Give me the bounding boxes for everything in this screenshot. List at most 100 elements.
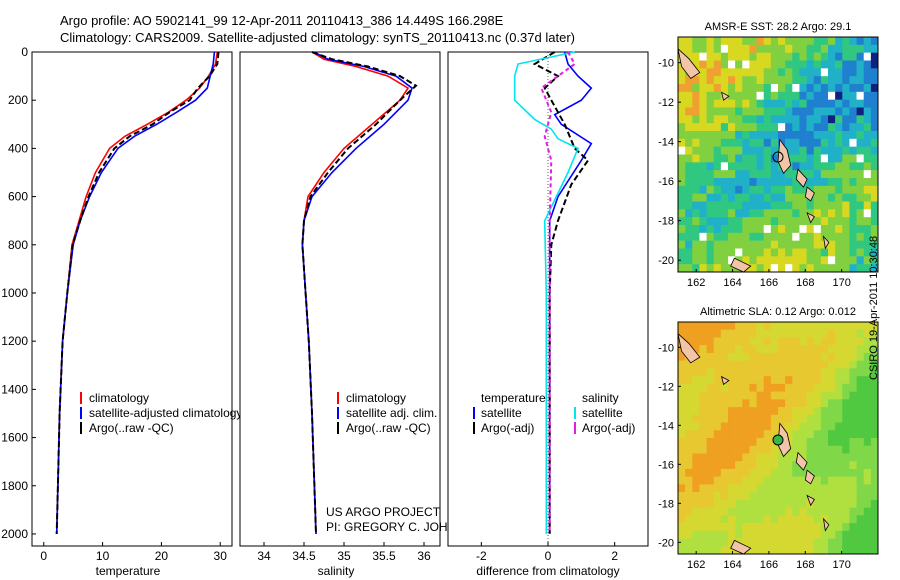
sst-map-cell: [770, 44, 779, 53]
sla-map-cell: [828, 445, 836, 454]
sst-map-cell: [870, 131, 879, 140]
sst-map-cell: [699, 84, 707, 93]
sla-map-cell: [692, 438, 700, 447]
sla-map-cell: [870, 523, 879, 532]
sla-map-cell: [756, 430, 765, 439]
sst-map-cell: [778, 99, 786, 108]
sla-map-cell: [813, 438, 822, 447]
sla-map-cell: [699, 360, 707, 369]
sst-map-cell: [799, 52, 807, 61]
sla-map-cell: [792, 407, 800, 416]
sla-map-cell: [792, 352, 800, 361]
sst-map-cell: [870, 240, 879, 249]
sla-map-cell: [742, 376, 750, 385]
sla-map-cell: [713, 499, 722, 508]
sst-map-cell: [813, 91, 822, 100]
sst-map-cell: [692, 44, 700, 53]
sla-map-cell: [792, 476, 800, 485]
temperature-xtick-label: 20: [155, 549, 169, 563]
sla-map-cell: [820, 530, 829, 539]
sla-map-cell: [685, 430, 693, 439]
sla-map-cell: [728, 523, 736, 532]
sst-map-cell: [828, 193, 836, 202]
sla-map-cell: [756, 538, 765, 547]
sla-map-cell: [692, 422, 700, 431]
sla-map-cell: [770, 399, 779, 408]
sst-map-cell: [706, 162, 715, 171]
sla-map-cell: [849, 484, 857, 493]
sst-map-cell: [806, 138, 815, 147]
sla-map-cell: [799, 391, 807, 400]
sla-map-cell: [785, 399, 793, 408]
sla-map-cell: [720, 360, 729, 369]
sla-map-cell: [678, 329, 686, 338]
sst-map-cell: [756, 107, 765, 116]
sst-map-cell: [678, 264, 686, 273]
sst-map-cell: [792, 99, 800, 108]
difference-xtick-label: 2: [611, 549, 618, 563]
sla-map-cell: [813, 322, 822, 331]
sst-map-cell: [685, 84, 693, 93]
sla-map-cell: [699, 422, 707, 431]
sla-map-cell: [685, 414, 693, 423]
sst-map-cell: [756, 217, 765, 226]
sst-map-cell: [685, 232, 693, 241]
sla-map-cell: [770, 322, 779, 331]
sla-map-cell: [770, 329, 779, 338]
sst-map-cell: [842, 44, 850, 53]
sst-map-cell: [756, 138, 765, 147]
sst-map-cell: [742, 84, 750, 93]
sla-map-cell: [713, 391, 722, 400]
difference-line-salinity-argo: [540, 51, 577, 534]
salinity-xtick-label: 35.5: [372, 549, 396, 563]
sla-map-cell: [842, 476, 850, 485]
sst-map-cell: [778, 232, 786, 241]
sla-map-cell: [706, 476, 715, 485]
sst-map-cell: [699, 256, 707, 265]
difference-panel: -2 0 2 difference from climatology tempera…: [447, 51, 649, 578]
sst-map-cell: [692, 170, 700, 179]
sst-map-cell: [813, 76, 822, 85]
sst-map-cell: [742, 146, 750, 155]
sst-map-cell: [828, 264, 836, 273]
sla-map-cell: [849, 445, 857, 454]
sst-map-cell: [799, 76, 807, 85]
sst-map-cell: [763, 115, 772, 124]
sla-map-cell: [706, 453, 715, 462]
sla-map-cell: [756, 368, 765, 377]
sst-map-cell: [742, 248, 750, 257]
sst-map-cell: [856, 68, 865, 77]
sst-map-cell: [806, 170, 815, 179]
sla-map-cell: [699, 407, 707, 416]
sla-map-cell: [756, 329, 765, 338]
sst-map-cell: [749, 107, 757, 116]
sla-map-cell: [828, 383, 836, 392]
sst-map-cell: [763, 154, 772, 163]
sla-map-cell: [735, 492, 743, 501]
sla-map-cell: [728, 345, 736, 354]
sst-map-cell: [720, 209, 729, 218]
sla-map-cell: [785, 523, 793, 532]
sst-map-cell: [706, 37, 715, 46]
sla-map-cell: [856, 468, 865, 477]
sst-map-cell: [806, 154, 815, 163]
sla-map-cell: [842, 322, 850, 331]
sla-map-cell: [685, 476, 693, 485]
sla-map-cell: [706, 376, 715, 385]
temperature-panel: 0 10 20 30 02004006008001000120014001600180…: [1, 45, 242, 578]
sla-map-cell: [735, 515, 743, 524]
sla-map-cell: [813, 445, 822, 454]
sst-map-cell: [820, 37, 829, 46]
sst-map-cell: [820, 193, 829, 202]
sla-map-cell: [763, 468, 772, 477]
sla-map-cell: [849, 407, 857, 416]
sst-map-cell: [785, 123, 793, 132]
sst-map-cell: [799, 232, 807, 241]
sla-map-cell: [749, 438, 757, 447]
sst-map-cell: [835, 91, 843, 100]
sst-map-cell: [842, 264, 850, 273]
sla-map-cell: [742, 468, 750, 477]
sst-map-cell: [799, 217, 807, 226]
sst-map-frame: [677, 36, 879, 273]
